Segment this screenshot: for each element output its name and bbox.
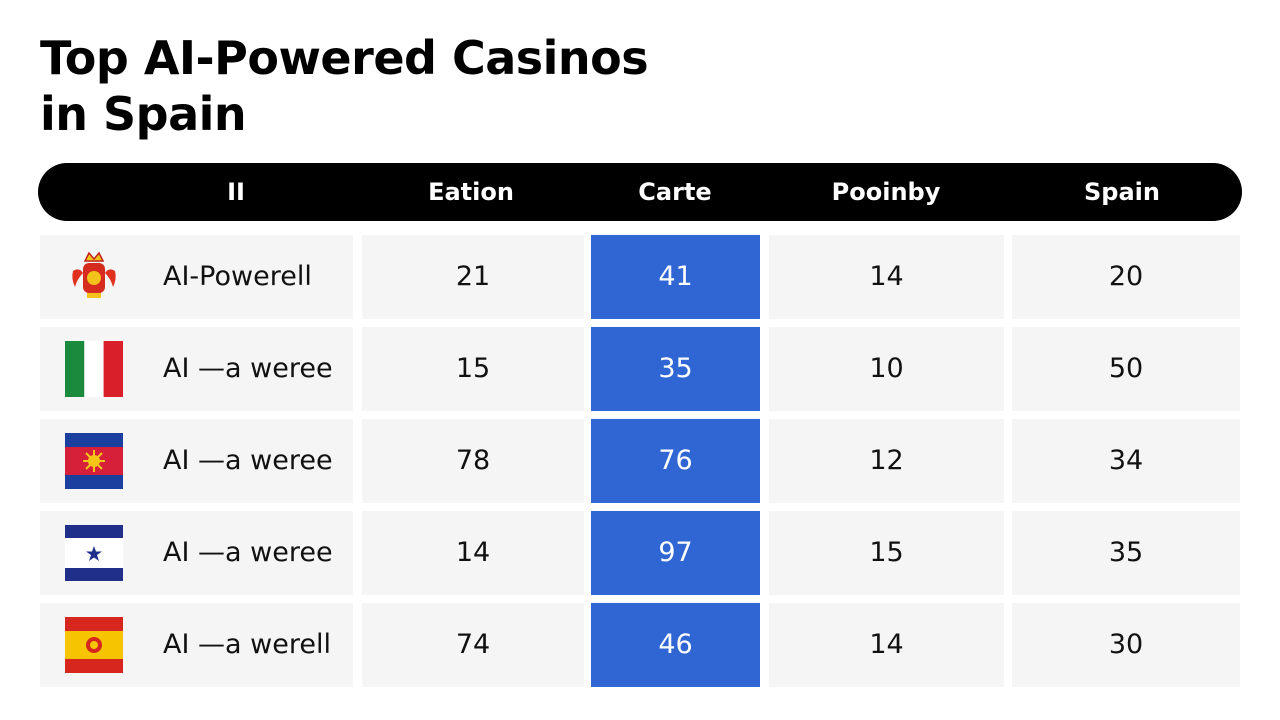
value-cell: 78 [362,419,584,503]
value-cell: 50 [1012,327,1240,411]
table-row: AI —a weree 15 35 10 50 [40,327,1240,411]
spain-flag-icon [65,617,123,673]
red-crest-icon [65,249,123,305]
casino-name: AI —a weree [163,537,333,568]
value-cell: 97 [591,511,760,595]
blue-red-sun-flag-icon [65,433,123,489]
column-header: Pooinby [831,178,941,206]
table-row: AI —a werell 74 46 14 30 [40,603,1240,687]
table-row: AI —a weree 78 76 12 34 [40,419,1240,503]
casino-name: AI —a weree [163,445,333,476]
casino-name: AI-Powerell [163,261,312,292]
title-line: in Spain [40,87,247,141]
casino-cell: AI-Powerell [40,235,353,319]
casino-cell: AI —a weree [40,511,353,595]
casino-name: AI —a weree [163,353,333,384]
table-row: AI-Powerell 21 41 14 20 [40,235,1240,319]
value-cell: 76 [591,419,760,503]
value-cell: 20 [1012,235,1240,319]
title-line: Top AI-Powered Casinos [40,31,649,85]
value-cell: 15 [769,511,1004,595]
value-cell: 12 [769,419,1004,503]
blue-white-star-flag-icon [65,525,123,581]
value-cell: 21 [362,235,584,319]
value-cell: 34 [1012,419,1240,503]
column-header: Eation [428,178,514,206]
value-cell: 46 [591,603,760,687]
value-cell: 41 [591,235,760,319]
column-header: II [227,178,245,206]
value-cell: 35 [591,327,760,411]
value-cell: 14 [769,603,1004,687]
casino-cell: AI —a werell [40,603,353,687]
casino-cell: AI —a weree [40,327,353,411]
value-cell: 30 [1012,603,1240,687]
casino-name: AI —a werell [163,629,331,660]
value-cell: 10 [769,327,1004,411]
value-cell: 15 [362,327,584,411]
casino-cell: AI —a weree [40,419,353,503]
value-cell: 35 [1012,511,1240,595]
table-row: AI —a weree 14 97 15 35 [40,511,1240,595]
page-title: Top AI-Powered Casinos in Spain [40,30,740,142]
value-cell: 74 [362,603,584,687]
italy-flag-icon [65,341,123,397]
value-cell: 14 [362,511,584,595]
column-header: Carte [638,178,712,206]
value-cell: 14 [769,235,1004,319]
table-header: II Eation Carte Pooinby Spain [38,163,1242,221]
column-header: Spain [1084,178,1160,206]
